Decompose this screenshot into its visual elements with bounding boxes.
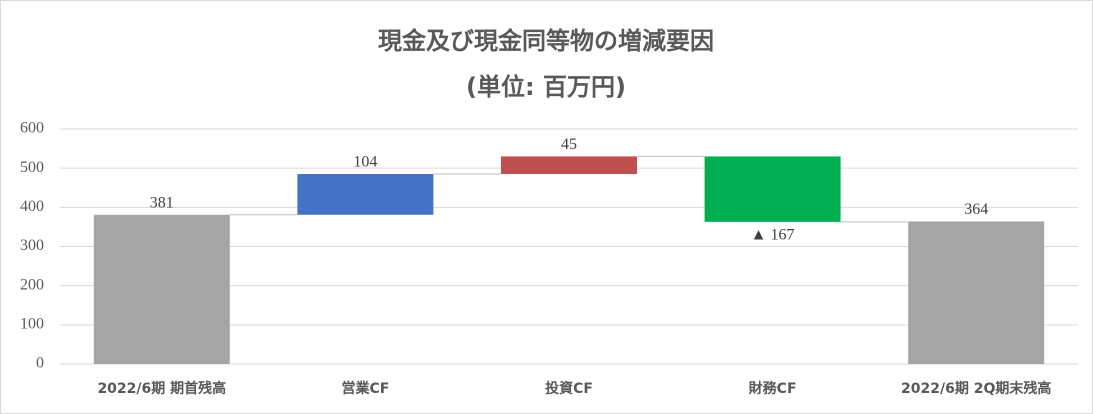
bar <box>297 174 434 215</box>
y-tick-label: 200 <box>20 276 44 293</box>
value-label: 104 <box>353 154 377 171</box>
x-tick-label: 財務CF <box>748 380 797 397</box>
x-tick-label: 2022/6期 2Q期末残高 <box>901 380 1051 397</box>
x-tick-label: 投資CF <box>545 380 593 397</box>
bar <box>93 214 230 364</box>
y-tick-label: 600 <box>20 120 44 137</box>
y-tick-label: 400 <box>20 198 44 215</box>
chart-subtitle: (単位: 百万円) <box>466 73 626 101</box>
y-tick-label: 100 <box>20 316 44 333</box>
y-tick-label: 300 <box>20 237 44 254</box>
y-tick-label: 500 <box>20 159 44 176</box>
value-label: 364 <box>964 201 988 218</box>
value-label: 381 <box>150 194 174 211</box>
bar <box>908 221 1045 364</box>
value-label: 45 <box>561 136 577 153</box>
chart-title: 現金及び現金同等物の増減要因 <box>378 27 714 55</box>
value-label: ▲ 167 <box>751 226 795 243</box>
bar <box>704 156 841 222</box>
x-tick-label: 2022/6期 期首残高 <box>97 380 226 397</box>
x-tick-label: 営業CF <box>341 380 389 397</box>
y-tick-label: 0 <box>36 355 44 372</box>
bar <box>501 156 637 175</box>
